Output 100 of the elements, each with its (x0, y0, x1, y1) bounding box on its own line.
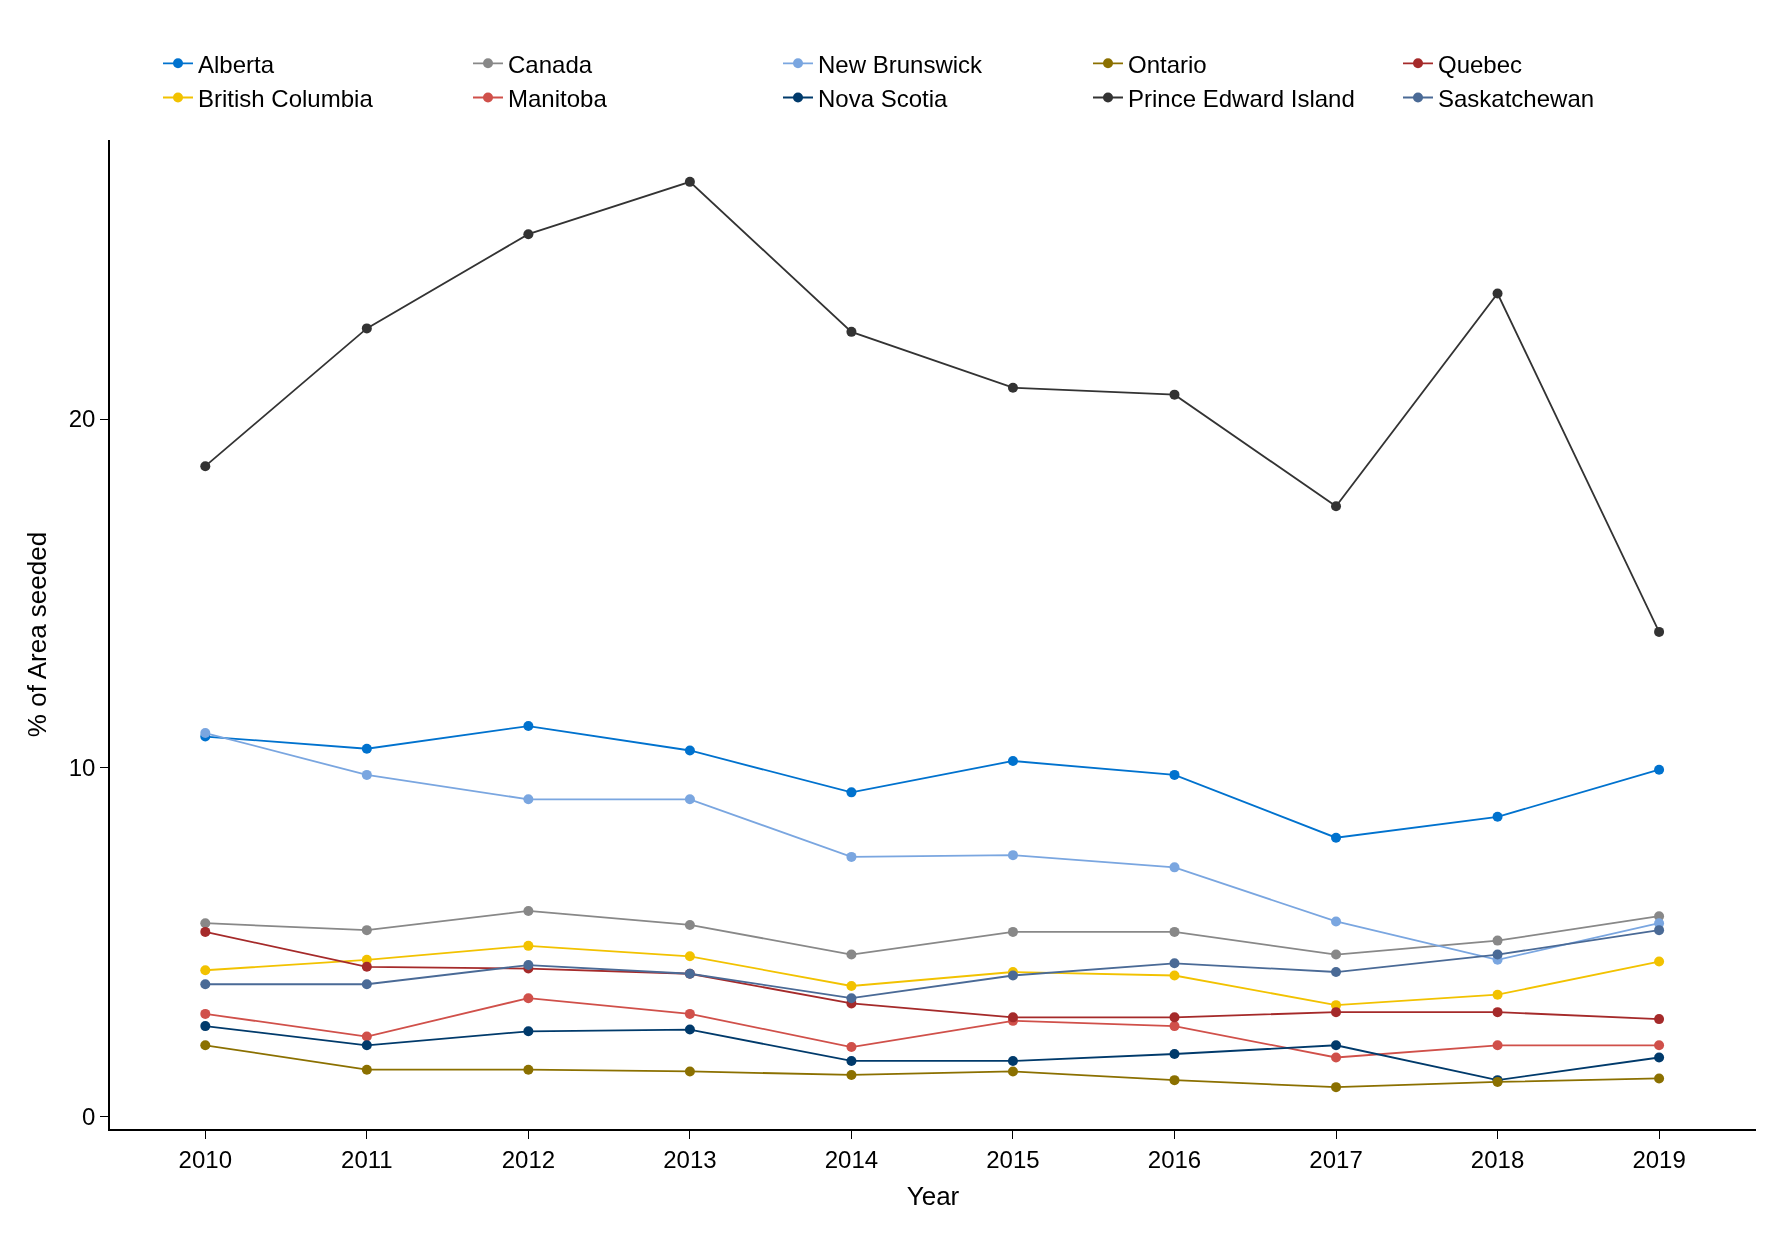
point (361, 1064, 372, 1075)
point (1331, 1052, 1342, 1063)
point (523, 940, 534, 951)
legend-label: New Brunswick (818, 50, 984, 78)
x-axis-title: Year (906, 1180, 960, 1211)
x-tick-label: 2014 (824, 1145, 879, 1173)
legend-label: Ontario (1128, 50, 1207, 78)
point (1654, 925, 1665, 936)
point (200, 979, 211, 990)
point (1007, 1055, 1018, 1066)
point (361, 743, 372, 754)
point (1654, 1052, 1665, 1063)
point (1492, 949, 1503, 960)
legend-label: Prince Edward Island (1128, 84, 1355, 112)
point (846, 787, 857, 798)
point (1007, 382, 1018, 393)
point (200, 1008, 211, 1019)
y-tick-label: 0 (82, 1103, 96, 1131)
point (361, 769, 372, 780)
point (1654, 1040, 1665, 1051)
point (684, 951, 695, 962)
point (200, 1040, 211, 1051)
point (361, 961, 372, 972)
point (200, 926, 211, 937)
x-tick-label: 2012 (501, 1145, 556, 1173)
point (1007, 1066, 1018, 1077)
point (1492, 1007, 1503, 1018)
x-tick-label: 2015 (986, 1145, 1040, 1173)
point (684, 919, 695, 930)
point (200, 965, 211, 976)
x-tick-label: 2011 (341, 1145, 393, 1173)
point (1169, 1012, 1180, 1023)
point (1331, 501, 1342, 512)
point (1007, 755, 1018, 766)
point (1654, 764, 1665, 775)
legend-label: Manitoba (508, 84, 608, 112)
point (200, 1021, 211, 1032)
point (523, 229, 534, 240)
legend-label: Nova Scotia (818, 84, 949, 112)
point (846, 993, 857, 1004)
x-tick-label: 2019 (1632, 1145, 1686, 1173)
point (1654, 956, 1665, 967)
legend-label: British Columbia (198, 84, 374, 112)
point (361, 323, 372, 334)
point (523, 1026, 534, 1037)
point (1169, 1075, 1180, 1086)
point (684, 1066, 695, 1077)
point (361, 925, 372, 936)
point (1169, 958, 1180, 969)
point (846, 1042, 857, 1053)
y-tick-label: 20 (68, 405, 96, 433)
x-tick-label: 2013 (663, 1145, 717, 1173)
point (1169, 1021, 1180, 1032)
point (846, 949, 857, 960)
point (1331, 1007, 1342, 1018)
x-tick-label: 2018 (1470, 1145, 1525, 1173)
point (684, 1024, 695, 1035)
point (1492, 1040, 1503, 1051)
point (1654, 1073, 1665, 1084)
point (361, 1031, 372, 1042)
point (1169, 769, 1180, 780)
legend-label: Saskatchewan (1438, 84, 1595, 112)
point (1331, 949, 1342, 960)
y-tick-label: 10 (68, 754, 96, 782)
x-tick-label: 2016 (1147, 1145, 1202, 1173)
point (1331, 832, 1342, 843)
point (1492, 935, 1503, 946)
point (1654, 626, 1665, 637)
point (200, 918, 211, 929)
point (361, 979, 372, 990)
point (523, 1064, 534, 1075)
point (523, 721, 534, 732)
point (684, 1008, 695, 1019)
point (1169, 862, 1180, 873)
point (846, 980, 857, 991)
point (846, 1069, 857, 1080)
point (1492, 811, 1503, 822)
point (684, 794, 695, 805)
point (684, 176, 695, 187)
legend-label: Canada (508, 50, 593, 78)
point (1169, 389, 1180, 400)
x-tick-label: 2010 (178, 1145, 232, 1173)
legend-label: Alberta (198, 50, 275, 78)
point (684, 745, 695, 756)
point (1492, 989, 1503, 1000)
y-axis-title: % of Area seeded (21, 531, 52, 738)
legend-label: Quebec (1438, 50, 1523, 78)
point (1654, 1014, 1665, 1025)
point (1169, 1049, 1180, 1059)
point (1169, 926, 1180, 937)
point (200, 461, 211, 472)
point (1331, 1082, 1342, 1093)
point (1007, 850, 1018, 861)
point (1492, 288, 1503, 299)
point (1331, 967, 1342, 978)
point (1007, 926, 1018, 937)
point (846, 1055, 857, 1066)
point (523, 993, 534, 1004)
point (846, 326, 857, 337)
point (1169, 970, 1180, 981)
